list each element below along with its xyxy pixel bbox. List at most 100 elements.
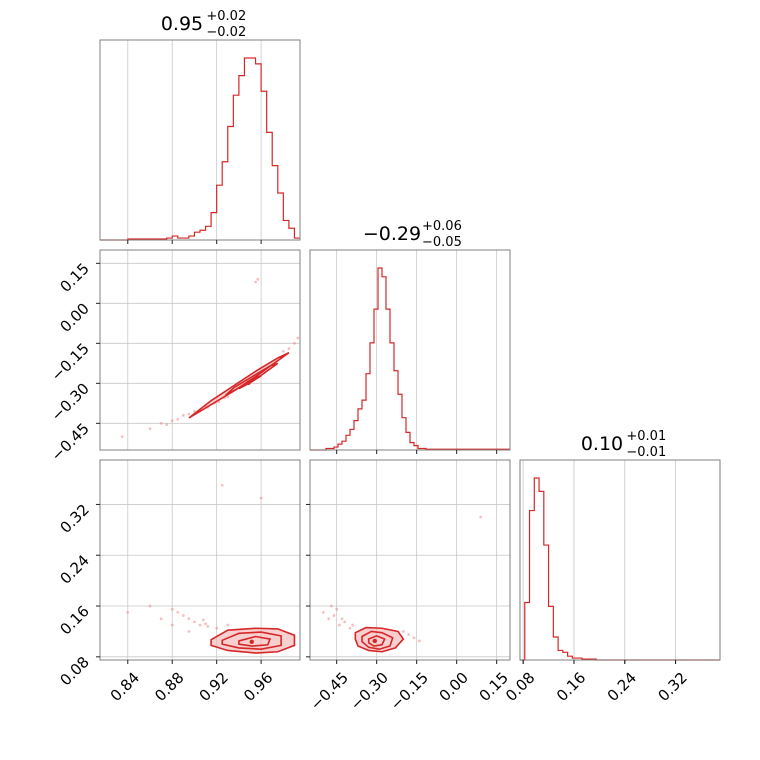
pair-point-2-8 bbox=[351, 623, 355, 627]
pair-point-1-13 bbox=[226, 623, 230, 627]
ytick-label-1-0: −0.45 bbox=[48, 419, 93, 464]
xtick-label-1-0: −0.45 bbox=[307, 669, 352, 714]
xtick-label-1-1: −0.30 bbox=[347, 669, 392, 714]
panels: 0.95 +0.02−0.02−0.29 +0.06−0.050.10 +0.01−0… bbox=[48, 9, 721, 714]
pair-point-1-2 bbox=[159, 617, 163, 621]
pair-inner-1 bbox=[100, 460, 300, 660]
pair-frame-0 bbox=[99, 249, 301, 451]
ytick-label-1-1: −0.30 bbox=[48, 379, 93, 424]
pair-point-2-11 bbox=[412, 636, 416, 640]
pair-point-0-3 bbox=[170, 419, 174, 423]
pair-point-1-4 bbox=[176, 610, 180, 614]
pair-point-0-4 bbox=[176, 417, 180, 421]
pair-point-2-7 bbox=[329, 604, 333, 608]
hist-panel-0: 0.95 +0.02−0.02 bbox=[99, 9, 301, 244]
hist-panel-1: −0.29 +0.06−0.05 bbox=[309, 219, 511, 454]
hist-frame-2 bbox=[519, 459, 721, 661]
pair-point-0-0 bbox=[148, 427, 152, 431]
ytick-label-1-4: 0.15 bbox=[56, 259, 92, 295]
xtick-label-0-2: 0.92 bbox=[196, 669, 232, 705]
pair-point-1-1 bbox=[148, 604, 152, 608]
pair-point-2-9 bbox=[401, 630, 405, 633]
pair-point-0-19 bbox=[254, 280, 257, 284]
title-value-0: 0.95 bbox=[161, 13, 203, 35]
pair-point-0-1 bbox=[159, 421, 163, 425]
pair-point-2-2 bbox=[332, 614, 336, 617]
pair-point-2-4 bbox=[343, 620, 347, 624]
ytick-label-2-1: 0.16 bbox=[56, 602, 92, 638]
pair-point-2-0 bbox=[321, 610, 325, 614]
pair-point-1-15 bbox=[220, 483, 224, 487]
pair-point-0-18 bbox=[296, 336, 300, 340]
pair-point-2-3 bbox=[337, 623, 341, 627]
pair-center-2 bbox=[372, 638, 377, 644]
title-upper-1: +0.06 bbox=[422, 219, 462, 234]
pair-point-0-20 bbox=[256, 277, 260, 281]
pair-point-1-14 bbox=[259, 496, 263, 500]
ytick-label-1-3: 0.00 bbox=[56, 299, 92, 335]
pair-panel-2 bbox=[309, 459, 511, 661]
xtick-label-2-1: 0.16 bbox=[553, 669, 589, 705]
pair-point-1-5 bbox=[181, 614, 185, 617]
pair-point-1-12 bbox=[215, 626, 219, 630]
pair-contour-1-1 bbox=[221, 631, 282, 651]
title-value-1: −0.29 bbox=[363, 223, 421, 245]
pair-frame-2 bbox=[309, 459, 511, 661]
title-lower-2: −0.01 bbox=[626, 445, 666, 460]
hist-line-1 bbox=[310, 267, 510, 451]
pair-point-2-14 bbox=[340, 617, 344, 621]
pair-point-1-8 bbox=[198, 623, 202, 627]
pair-contour-2-2 bbox=[367, 635, 386, 647]
pair-frame-1 bbox=[99, 459, 301, 661]
pair-panel-0 bbox=[99, 249, 301, 451]
pair-point-1-7 bbox=[193, 620, 196, 624]
hist-line-0 bbox=[100, 57, 300, 241]
pair-point-1-6 bbox=[187, 617, 191, 621]
xtick-label-1-3: 0.00 bbox=[436, 669, 472, 705]
pair-center-0 bbox=[246, 380, 251, 385]
xtick-label-1-2: −0.15 bbox=[387, 669, 432, 714]
pair-point-0-21 bbox=[120, 435, 124, 439]
hist-frame-0 bbox=[99, 39, 301, 241]
pair-point-0-16 bbox=[287, 347, 291, 351]
pair-point-1-16 bbox=[187, 630, 191, 633]
pair-panel-1 bbox=[99, 459, 301, 661]
pair-point-1-9 bbox=[204, 622, 207, 626]
pair-point-2-5 bbox=[348, 626, 352, 630]
xtick-label-2-3: 0.32 bbox=[655, 669, 691, 705]
ytick-label-2-0: 0.08 bbox=[56, 653, 92, 689]
pair-point-2-6 bbox=[335, 607, 339, 611]
pair-point-2-10 bbox=[407, 633, 411, 637]
xtick-label-0-3: 0.96 bbox=[240, 669, 276, 705]
pair-point-0-7 bbox=[193, 409, 196, 413]
pair-point-1-3 bbox=[170, 607, 174, 611]
pair-contour-2-0 bbox=[354, 626, 405, 653]
xtick-label-0-1: 0.88 bbox=[151, 669, 187, 705]
pair-point-0-5 bbox=[181, 413, 185, 417]
xtick-label-0-0: 0.84 bbox=[107, 669, 143, 705]
pair-contour-2-1 bbox=[361, 630, 394, 651]
ytick-label-1-2: −0.15 bbox=[48, 339, 93, 384]
pair-point-0-2 bbox=[165, 423, 169, 427]
pair-point-2-12 bbox=[417, 639, 421, 643]
pair-point-0-6 bbox=[187, 412, 191, 416]
pair-contour-1-0 bbox=[210, 627, 296, 654]
title-upper-2: +0.01 bbox=[626, 429, 666, 444]
xtick-label-2-2: 0.24 bbox=[604, 669, 640, 705]
pair-point-1-11 bbox=[201, 618, 205, 622]
title-value-2: 0.10 bbox=[581, 433, 623, 455]
pair-point-2-13 bbox=[479, 515, 483, 519]
hist-frame-1 bbox=[309, 249, 511, 451]
pair-point-0-17 bbox=[293, 341, 296, 345]
pair-point-1-17 bbox=[170, 623, 174, 627]
hist-panel-2: 0.10 +0.01−0.01 bbox=[519, 429, 721, 664]
pair-point-1-10 bbox=[206, 624, 210, 628]
title-lower-1: −0.05 bbox=[422, 235, 462, 250]
ytick-label-2-2: 0.24 bbox=[56, 551, 92, 587]
pair-point-2-1 bbox=[327, 617, 331, 621]
pair-center-1 bbox=[249, 639, 254, 644]
title-lower-0: −0.02 bbox=[206, 25, 246, 40]
ytick-label-2-3: 0.32 bbox=[56, 501, 92, 537]
hist-line-2 bbox=[520, 477, 720, 661]
